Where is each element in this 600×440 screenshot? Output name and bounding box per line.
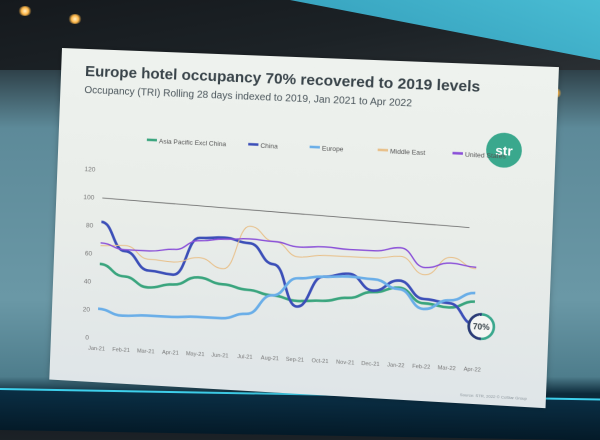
x-tick-label: Sep-21: [286, 357, 304, 364]
x-tick-label: Mar-21: [137, 348, 155, 355]
x-tick-label: Aug-21: [261, 355, 279, 362]
chart-legend: Asia Pacific Excl China China Europe Middle…: [147, 138, 507, 161]
legend-label-china: China: [260, 143, 278, 151]
x-tick-label: Nov-21: [336, 359, 354, 366]
y-tick-label: 40: [84, 278, 92, 285]
y-tick-label: 120: [84, 166, 96, 174]
x-tick-label: Apr-22: [464, 367, 481, 374]
legend-label-middle_east: Middle East: [390, 148, 426, 157]
x-tick-label: Jan-21: [88, 346, 105, 353]
y-tick-label: 20: [83, 306, 91, 313]
y-tick-label: 100: [83, 194, 95, 202]
legend-label-europe: Europe: [322, 145, 344, 153]
y-tick-label: 80: [86, 222, 94, 229]
series-lines: [98, 198, 478, 335]
legend-label-asia: Asia Pacific Excl China: [159, 138, 227, 148]
y-axis: 0 20 40 60 80 100 120: [78, 166, 96, 342]
source-note: Source: STR, 2022 © CoStar Group: [460, 392, 527, 401]
x-tick-label: Oct-21: [311, 358, 328, 365]
stage-light-icon: [68, 14, 82, 24]
occupancy-chart: Asia Pacific Excl China China Europe Middle…: [68, 129, 507, 383]
x-tick-label: Dec-21: [361, 361, 380, 368]
x-tick-label: Jun-21: [211, 353, 228, 360]
x-tick-label: May-21: [186, 351, 205, 358]
reference-line-2019: [102, 198, 470, 228]
x-tick-label: Jan-22: [387, 362, 405, 369]
x-tick-label: Jul-21: [237, 354, 252, 361]
y-tick-label: 60: [85, 250, 93, 257]
x-axis: Jan-21 Feb-21 Mar-21 Apr-21 May-21 Jun-21 Jul-…: [88, 346, 481, 374]
x-tick-label: Mar-22: [437, 365, 455, 372]
x-tick-label: Apr-21: [162, 350, 179, 357]
stage-light-icon: [18, 6, 32, 16]
legend-label-us: United States: [465, 152, 507, 161]
badge-label: 70%: [473, 322, 490, 332]
presentation-slide: Europe hotel occupancy 70% recovered to …: [49, 48, 559, 408]
recovery-badge: 70%: [468, 314, 494, 340]
y-tick-label: 0: [85, 334, 89, 341]
x-tick-label: Feb-21: [112, 347, 130, 354]
x-tick-label: Feb-22: [412, 364, 430, 371]
